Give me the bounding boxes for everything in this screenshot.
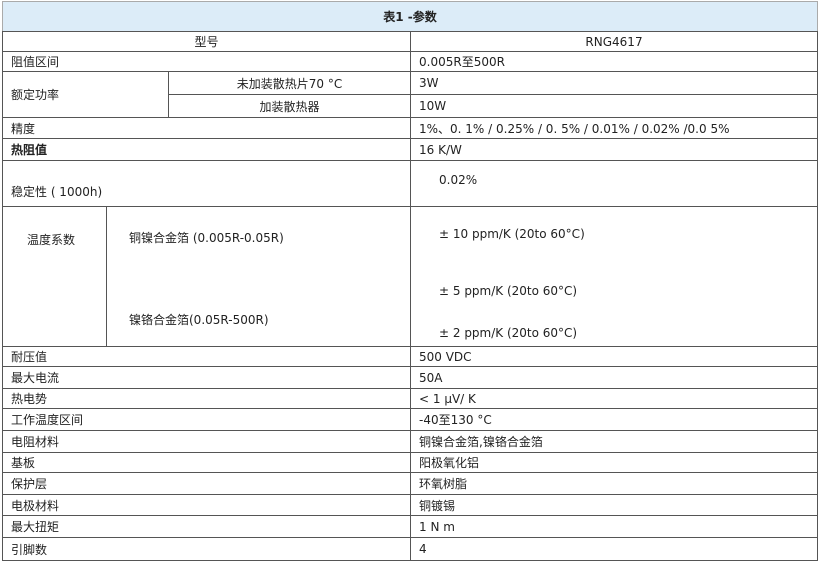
stability-value: 0.02% [410, 160, 818, 207]
spec-label: 工作温度区间 [2, 408, 411, 431]
model-label: 型号 [2, 31, 411, 52]
thermal-resistance-value: 16 K/W [410, 138, 818, 161]
spec-label: 基板 [2, 452, 411, 473]
tcr-val2: ± 5 ppm/K (20to 60°C) [439, 284, 578, 298]
tcr-sub1: 铜镍合金箔 (0.005R-0.05R) [129, 231, 284, 245]
spec-value: < 1 μV/ K [410, 388, 818, 409]
model-value: RNG4617 [410, 31, 818, 52]
spec-label: 最大扭矩 [2, 515, 411, 538]
tcr-val1: ± 10 ppm/K (20to 60°C) [439, 227, 585, 241]
spec-label: 耐压值 [2, 346, 411, 367]
stability-label: 稳定性 ( 1000h) [2, 160, 411, 207]
spec-label: 电极材料 [2, 494, 411, 516]
rated-power-sub1: 未加装散热片70 °C [168, 71, 411, 95]
accuracy-value: 1%、0. 1% / 0.25% / 0. 5% / 0.01% / 0.02%… [410, 117, 818, 139]
spec-value: 铜镀锡 [410, 494, 818, 516]
spec-label: 最大电流 [2, 366, 411, 389]
resistance-range-value: 0.005R至500R [410, 51, 818, 72]
table-title: 表1 -参数 [2, 1, 818, 32]
tcr-sub2: 镍铬合金箔(0.05R-500R) [129, 313, 269, 327]
spec-label: 保护层 [2, 472, 411, 495]
tcr-val3: ± 2 ppm/K (20to 60°C) [439, 326, 578, 340]
resistance-range-label: 阻值区间 [2, 51, 411, 72]
spec-value: 环氧树脂 [410, 472, 818, 495]
spec-label: 电阻材料 [2, 430, 411, 453]
accuracy-label: 精度 [2, 117, 411, 139]
tcr-label: 温度系数 [2, 206, 107, 347]
spec-value: -40至130 °C [410, 408, 818, 431]
rated-power-label: 额定功率 [2, 71, 169, 118]
spec-label: 引脚数 [2, 537, 411, 561]
spec-value: 50A [410, 366, 818, 389]
thermal-resistance-label: 热阻值 [2, 138, 411, 161]
spec-value: 铜镍合金箔,镍铬合金箔 [410, 430, 818, 453]
spec-value: 阳极氧化铝 [410, 452, 818, 473]
rated-power-val2: 10W [410, 94, 818, 118]
tcr-values: ± 10 ppm/K (20to 60°C) ± 5 ppm/K (20to 6… [410, 206, 818, 347]
spec-value: 1 N m [410, 515, 818, 538]
rated-power-val1: 3W [410, 71, 818, 95]
rated-power-sub2: 加装散热器 [168, 94, 411, 118]
spec-value: 500 VDC [410, 346, 818, 367]
tcr-materials: 铜镍合金箔 (0.005R-0.05R) 镍铬合金箔(0.05R-500R) [106, 206, 411, 347]
spec-value: 4 [410, 537, 818, 561]
spec-label: 热电势 [2, 388, 411, 409]
